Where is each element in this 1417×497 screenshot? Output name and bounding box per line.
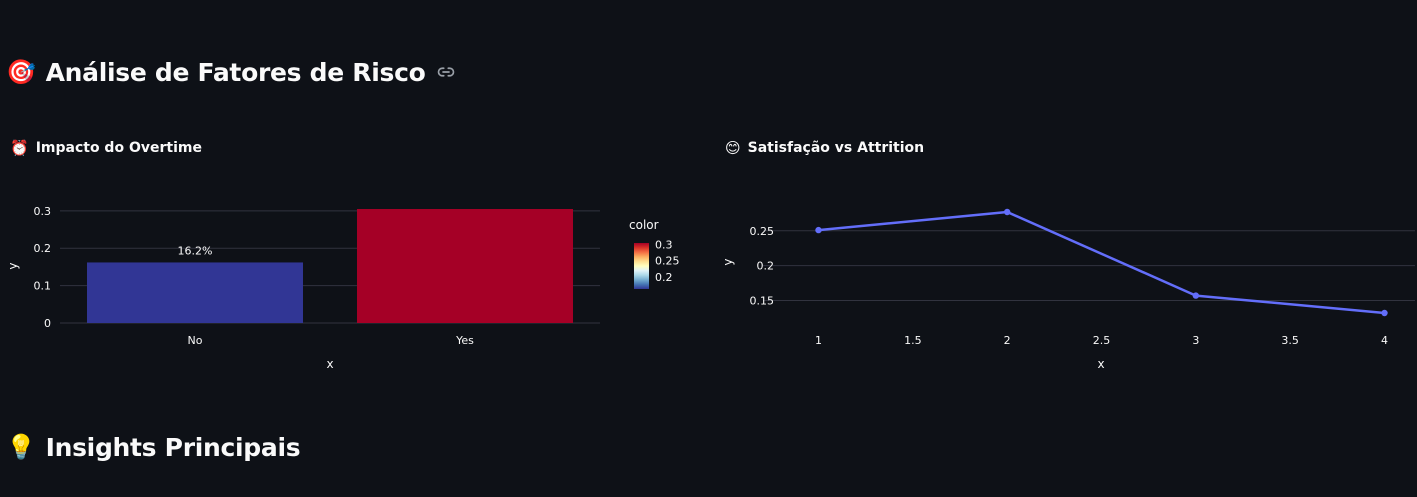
y-tick-label: 0.25 [750, 225, 775, 238]
target-icon: 🎯 [6, 58, 36, 86]
x-tick-label: No [188, 334, 203, 347]
y-tick-label: 0 [44, 317, 51, 330]
colorbar-tick-label: 0.3 [655, 239, 673, 252]
link-icon[interactable] [437, 63, 455, 81]
data-label: 16.2% [178, 244, 213, 257]
y-tick-label: 0.2 [34, 242, 52, 255]
data-point [1381, 309, 1388, 317]
x-tick-label: 2.5 [1093, 334, 1111, 347]
y-tick-label: 0.15 [750, 294, 775, 307]
x-tick-label: 3.5 [1281, 334, 1299, 347]
risk-section-title: Análise de Fatores de Risco [45, 57, 426, 87]
satisfaction-chart-heading: 😊 Satisfação vs Attrition [725, 136, 924, 160]
x-axis-title: x [326, 357, 333, 371]
x-axis-title: x [1097, 357, 1104, 371]
alarm-clock-icon: ⏰ [10, 138, 29, 157]
bar-yes [357, 209, 573, 323]
light-bulb-icon: 💡 [6, 433, 36, 461]
x-tick-label: 2 [1004, 334, 1011, 347]
overtime-bar-chart[interactable]: 0 0.1 0.2 0.3 16.2% No Yes x y color 0.2 0.25 0.3 [0, 190, 700, 385]
y-tick-label: 0.2 [757, 260, 775, 273]
y-axis-title: y [721, 258, 735, 265]
x-tick-label: 4 [1381, 334, 1388, 347]
y-tick-label: 0.3 [34, 205, 52, 218]
satisfaction-line-chart[interactable]: 0.15 0.2 0.25 1 1.5 2 2.5 3 3.5 4 x y [715, 190, 1417, 385]
x-tick-label: 1 [815, 334, 822, 347]
x-tick-label: 3 [1192, 334, 1199, 347]
colorbar-tick-label: 0.2 [655, 271, 673, 284]
risk-section-heading: 🎯 Análise de Fatores de Risco [6, 52, 455, 92]
colorbar [634, 243, 649, 289]
smiling-face-icon: 😊 [725, 138, 741, 157]
overtime-chart-title: Impacto do Overtime [35, 140, 202, 156]
x-tick-label: 1.5 [904, 334, 922, 347]
overtime-chart-heading: ⏰ Impacto do Overtime [10, 136, 202, 160]
insights-section-title: Insights Principais [45, 432, 301, 462]
x-tick-label: Yes [455, 334, 474, 347]
data-point [1192, 292, 1200, 299]
colorbar-tick-label: 0.25 [655, 255, 680, 268]
data-point [1003, 208, 1011, 216]
y-tick-label: 0.1 [34, 280, 52, 293]
y-axis-title: y [6, 262, 20, 269]
insights-section-heading: 💡 Insights Principais [6, 427, 301, 467]
satisfaction-chart-title: Satisfação vs Attrition [747, 140, 925, 156]
data-point [815, 226, 822, 234]
series-line [818, 210, 1385, 315]
bar-no [87, 262, 303, 323]
colorbar-title: color [629, 218, 659, 232]
